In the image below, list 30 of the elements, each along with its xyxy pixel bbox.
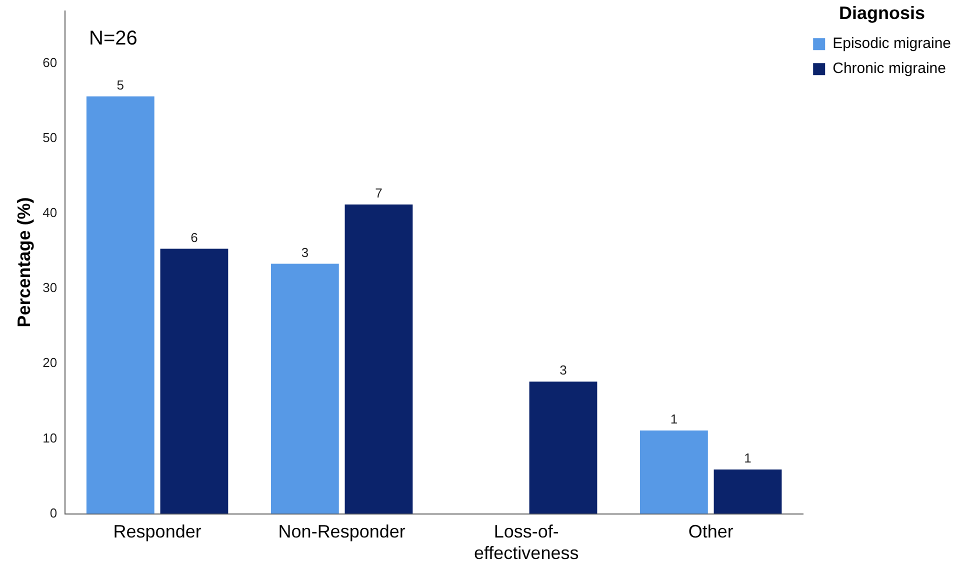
x-tick-label: Other (688, 522, 734, 542)
bar (270, 264, 339, 514)
y-tick-label: 50 (42, 130, 58, 146)
bar (86, 96, 154, 514)
legend-label: Episodic migraine (832, 35, 951, 52)
y-tick-label: 60 (42, 54, 58, 70)
annotation: 5 (116, 77, 124, 92)
bar (160, 248, 228, 514)
legend-label: Chronic migraine (832, 60, 946, 78)
y-tick-label: 30 (42, 280, 58, 296)
annotation: N=26 (89, 27, 138, 50)
annotation: 3 (560, 362, 567, 378)
legend-title: Diagnosis (839, 2, 926, 23)
annotation: 1 (670, 412, 678, 427)
annotation: 1 (744, 450, 752, 466)
annotation: 7 (375, 186, 382, 201)
y-tick-label: 40 (42, 205, 58, 220)
annotation: 6 (190, 230, 198, 245)
bar (344, 204, 413, 514)
y-tick-label: 10 (42, 430, 58, 446)
bar (529, 382, 598, 514)
x-tick-label: Loss-of-effectiveness (474, 522, 579, 564)
y-tick-label: 0 (50, 505, 58, 520)
bar (714, 470, 782, 514)
x-tick-label: Non-Responder (278, 522, 406, 542)
annotation: 3 (301, 244, 309, 260)
bar (640, 430, 708, 514)
y-tick-label: 20 (42, 355, 58, 370)
x-tick-label: Responder (113, 522, 202, 542)
y-axis-title: Percentage (%) (14, 197, 34, 328)
